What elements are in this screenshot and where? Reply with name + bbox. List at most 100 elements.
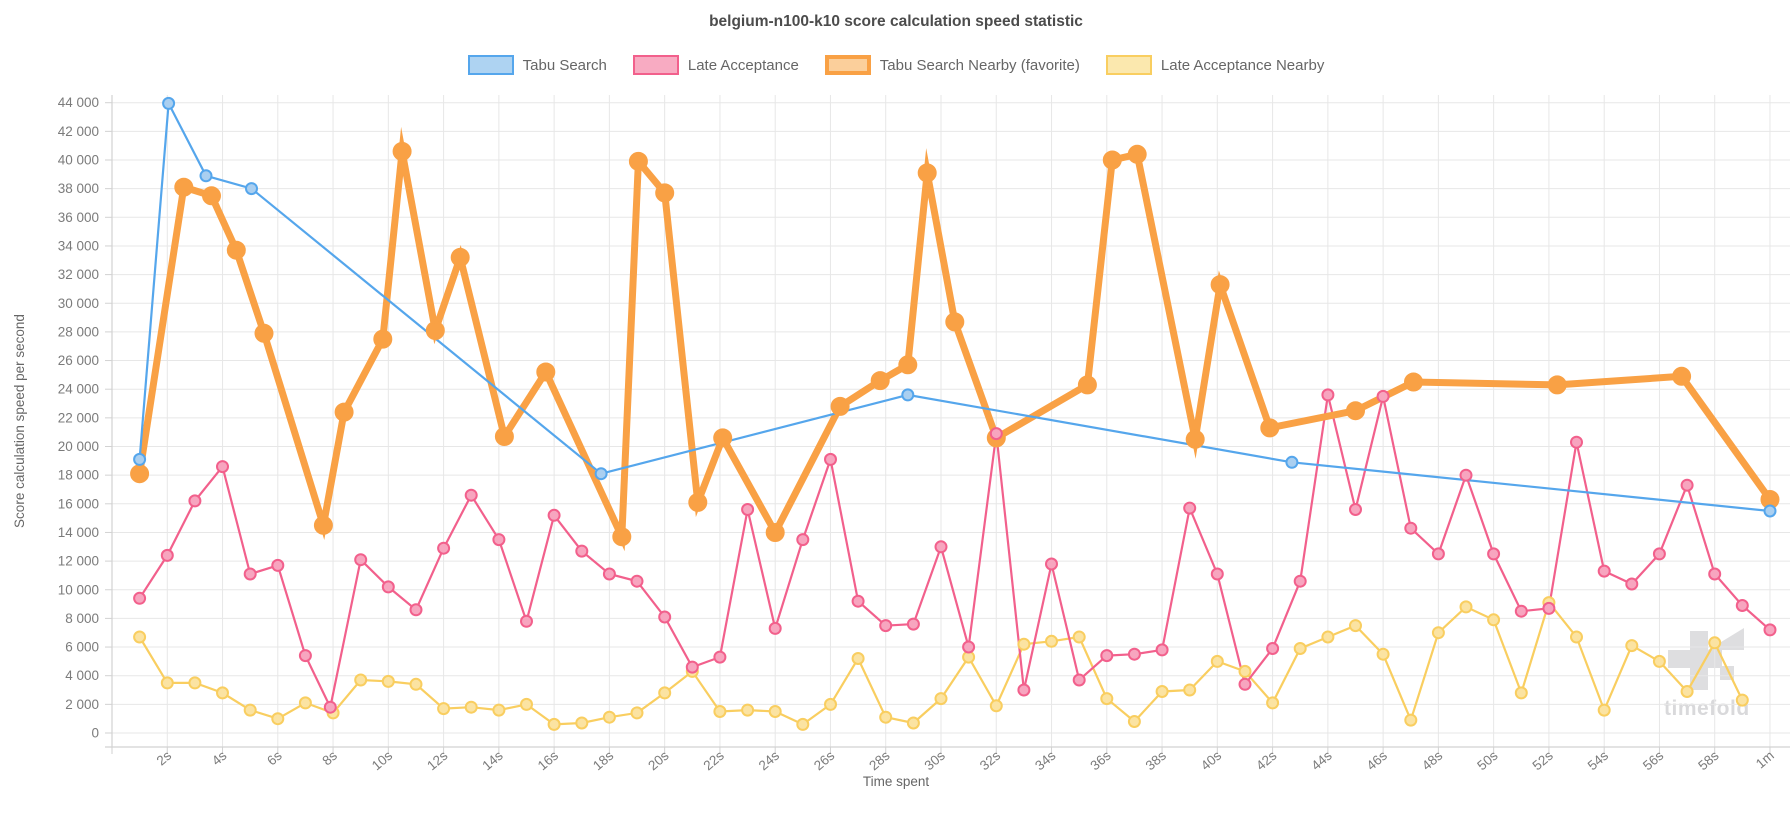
data-point bbox=[1735, 599, 1749, 612]
data-point bbox=[298, 696, 312, 710]
data-point bbox=[1321, 388, 1335, 402]
x-axis-labels: 2s 4s 6s 8s 10s 12s 14s 16s 18s 20s 22s 24s 26s 28s 30… bbox=[154, 748, 1777, 774]
data-point bbox=[354, 553, 368, 567]
data-point bbox=[133, 630, 147, 644]
data-point bbox=[1017, 637, 1031, 651]
x-tick-label: 32s bbox=[977, 748, 1004, 774]
legend-item-tabu-search-nearby-favorite[interactable]: Tabu Search Nearby (favorite) bbox=[824, 55, 1080, 75]
data-point bbox=[1100, 692, 1114, 706]
data-point bbox=[437, 541, 451, 555]
data-point bbox=[245, 182, 258, 196]
data-point bbox=[1077, 375, 1097, 395]
legend-swatch-icon bbox=[1105, 55, 1152, 75]
series-line-late-acceptance bbox=[138, 389, 1771, 711]
legend-label: Late Acceptance Nearby bbox=[1160, 56, 1325, 74]
y-tick-label: 30 000 bbox=[58, 296, 99, 311]
x-tick-label: 44s bbox=[1308, 748, 1335, 774]
y-tick-label: 28 000 bbox=[58, 324, 99, 339]
data-point bbox=[612, 527, 632, 547]
data-point bbox=[1376, 389, 1390, 403]
data-point bbox=[1708, 567, 1722, 581]
data-point bbox=[1045, 557, 1058, 571]
data-point bbox=[409, 677, 423, 691]
x-tick-label: 54s bbox=[1585, 748, 1612, 774]
data-point bbox=[851, 652, 865, 665]
data-point bbox=[243, 567, 257, 581]
legend-item-late-acceptance[interactable]: Late Acceptance bbox=[632, 55, 799, 75]
y-axis-title: Score calculation speed per second bbox=[12, 314, 27, 528]
data-point bbox=[901, 388, 915, 402]
points-tabu-search bbox=[133, 96, 1777, 518]
y-tick-label: 6 000 bbox=[65, 640, 99, 655]
series-points bbox=[130, 96, 1780, 731]
data-point bbox=[1652, 547, 1666, 561]
legend: Tabu Search Late Acceptance Tabu Search Ne… bbox=[0, 55, 1792, 75]
data-point bbox=[1672, 366, 1692, 386]
data-point bbox=[796, 533, 810, 547]
x-axis-title: Time spent bbox=[862, 774, 930, 789]
data-point bbox=[989, 699, 1003, 713]
data-point bbox=[575, 544, 589, 558]
data-point bbox=[133, 452, 147, 466]
x-tick-label: 46s bbox=[1364, 748, 1391, 774]
y-tick-label: 18 000 bbox=[58, 468, 99, 483]
y-tick-label: 34 000 bbox=[58, 238, 99, 253]
data-point bbox=[1625, 577, 1639, 591]
data-point bbox=[879, 619, 893, 633]
data-point bbox=[1293, 642, 1307, 655]
data-point bbox=[1155, 685, 1169, 698]
data-point bbox=[824, 452, 837, 466]
data-point bbox=[1127, 144, 1147, 164]
data-point bbox=[1542, 601, 1556, 615]
data-point bbox=[216, 686, 229, 700]
data-point bbox=[130, 464, 150, 484]
points-tabu-search-nearby-favorite bbox=[130, 141, 1780, 547]
legend-item-tabu-search[interactable]: Tabu Search bbox=[467, 55, 607, 75]
data-point bbox=[1763, 623, 1777, 637]
data-point bbox=[1349, 619, 1362, 633]
data-point bbox=[271, 558, 285, 572]
data-point bbox=[713, 428, 733, 448]
data-point bbox=[1127, 715, 1141, 728]
y-tick-label: 32 000 bbox=[58, 267, 99, 282]
data-point bbox=[962, 640, 976, 654]
data-point bbox=[1763, 504, 1777, 518]
x-tick-label: 48s bbox=[1419, 748, 1446, 774]
data-point bbox=[1349, 503, 1362, 516]
data-point bbox=[162, 96, 176, 110]
data-point bbox=[1266, 696, 1280, 710]
legend-item-late-acceptance-nearby[interactable]: Late Acceptance Nearby bbox=[1105, 55, 1325, 75]
y-tick-label: 26 000 bbox=[58, 353, 99, 368]
x-tick-label: 8s bbox=[319, 748, 340, 769]
data-point bbox=[917, 163, 937, 183]
data-point bbox=[1680, 685, 1694, 698]
data-point bbox=[1570, 630, 1583, 644]
data-point bbox=[243, 703, 257, 717]
data-point bbox=[713, 705, 727, 718]
grid bbox=[112, 95, 1790, 747]
data-point bbox=[354, 673, 368, 687]
data-point bbox=[575, 716, 589, 730]
data-point bbox=[713, 650, 727, 664]
data-point bbox=[906, 617, 920, 631]
y-tick-label: 38 000 bbox=[58, 181, 99, 196]
x-tick-label: 56s bbox=[1640, 748, 1667, 774]
x-tick-label: 34s bbox=[1032, 748, 1059, 774]
data-point bbox=[1376, 647, 1390, 661]
data-point bbox=[1102, 150, 1122, 170]
data-point bbox=[602, 567, 616, 581]
y-tick-label: 8 000 bbox=[65, 611, 99, 626]
x-tick-label: 38s bbox=[1143, 748, 1170, 774]
data-point bbox=[188, 676, 202, 690]
data-point bbox=[1266, 642, 1280, 655]
data-point bbox=[594, 467, 608, 481]
data-point bbox=[1514, 686, 1528, 700]
data-point bbox=[1293, 574, 1307, 588]
legend-swatch-icon bbox=[632, 55, 679, 75]
y-tick-label: 22 000 bbox=[58, 410, 99, 425]
data-point bbox=[1404, 713, 1418, 727]
data-point bbox=[547, 717, 561, 731]
data-point bbox=[494, 427, 514, 446]
data-point bbox=[1210, 275, 1230, 295]
